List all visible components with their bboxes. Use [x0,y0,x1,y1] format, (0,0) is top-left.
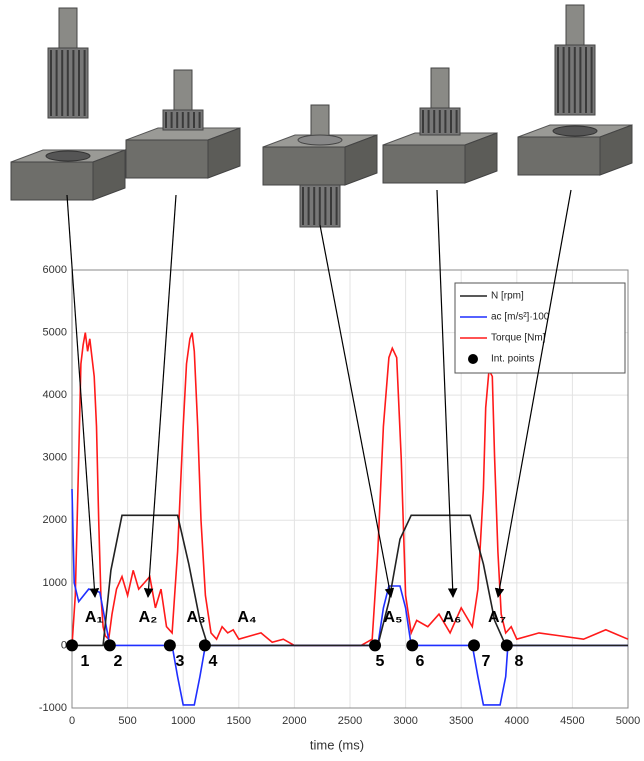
shank [174,70,192,110]
legend-marker [468,354,478,364]
int-point [369,639,381,651]
int-point [406,639,418,651]
x-tick-label: 500 [118,715,136,727]
plot: 0 500 1000 1500 2000 2500 3000 3500 4000 4500 5000… [39,264,640,727]
collar [298,135,342,145]
figure: 0 500 1000 1500 2000 2500 3000 3500 4000 4500 5000… [0,0,644,761]
legend-label: N [rpm] [491,291,524,302]
block-front [126,140,208,178]
block-front [11,162,93,200]
shank [431,68,449,108]
y-tick-label: 4000 [43,389,67,401]
x-tick-label: 1000 [171,715,195,727]
int-point [199,639,211,651]
y-tick-label: 5000 [43,326,67,338]
x-axis-label: time (ms) [310,737,364,752]
annotation: A₁ [85,609,104,626]
shank [566,5,584,45]
x-tick-label: 4500 [560,715,584,727]
point-label: 8 [515,653,524,670]
block-front [383,145,465,183]
point-label: 7 [482,653,491,670]
point-label: 2 [114,653,123,670]
legend-label: Torque [Nm] [491,333,546,344]
int-point [501,639,513,651]
x-tick-label: 3000 [393,715,417,727]
x-tick-label: 0 [69,715,75,727]
point-label: 3 [176,653,185,670]
x-tick-label: 1500 [227,715,251,727]
point-label: 4 [209,653,218,670]
x-tick-label: 5000 [616,715,640,727]
y-tick-label: 3000 [43,452,67,464]
annotation: A₅ [384,609,403,626]
int-point [468,639,480,651]
point-label: 1 [81,653,90,670]
x-tick-label: 2500 [338,715,362,727]
annotation: A₂ [139,609,158,626]
annotation: A₃ [187,609,206,626]
x-tick-label: 4000 [505,715,529,727]
shank [311,105,329,139]
point-label: 5 [376,653,385,670]
annotation: A₇ [488,609,506,626]
int-point [104,639,116,651]
y-tick-label: 2000 [43,514,67,526]
point-label: 6 [416,653,425,670]
tool-images [11,5,632,227]
legend-label: ac [m/s²]·100 [491,312,550,323]
annotation: A₄ [237,609,256,626]
block-front [263,147,345,185]
y-tick-label: -1000 [39,702,67,714]
y-tick-label: 1000 [43,577,67,589]
x-tick-label: 2000 [282,715,306,727]
block-front [518,137,600,175]
shank [59,8,77,48]
y-tick-label: 6000 [43,264,67,276]
annotation: A₆ [443,609,462,626]
int-point [164,639,176,651]
int-point [66,639,78,651]
hole [46,151,90,161]
x-tick-label: 3500 [449,715,473,727]
hole [553,126,597,136]
legend-label: Int. points [491,354,534,365]
